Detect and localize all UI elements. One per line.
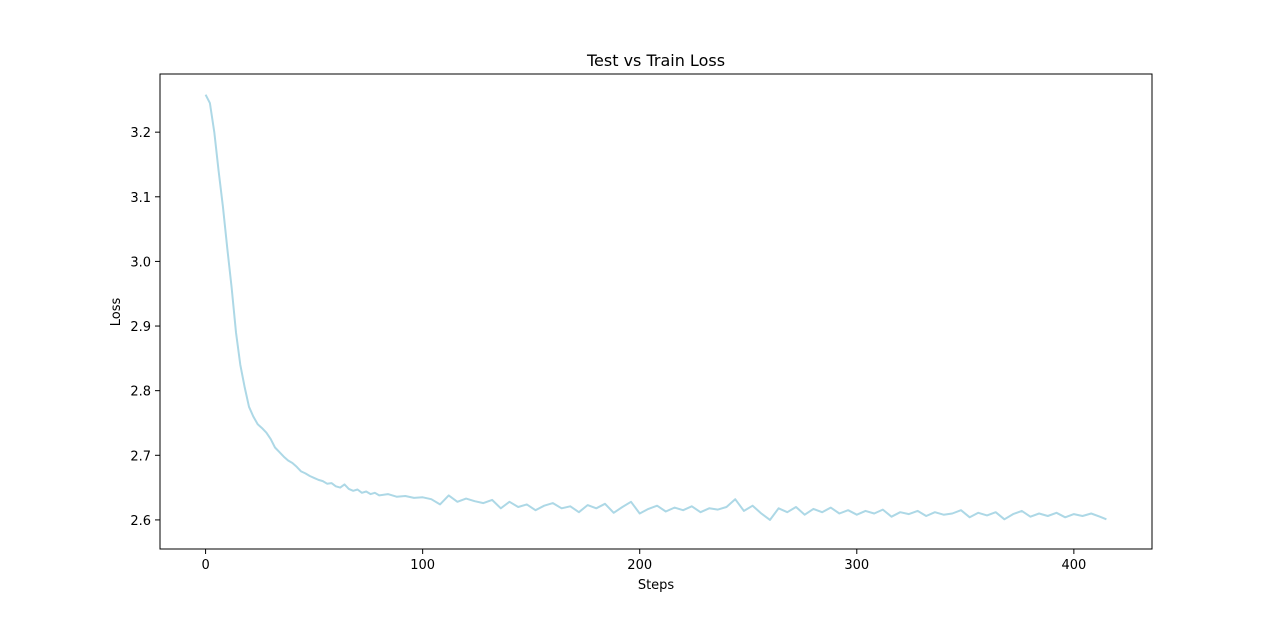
plot-area: [159, 73, 1153, 550]
y-tick-label: 3.1: [130, 191, 151, 206]
y-tick-label: 2.9: [130, 320, 151, 335]
y-axis-ticks: 2.6 2.7 2.8 2.9 3.0 3.1 3.2: [130, 126, 160, 529]
x-tick-label: 0: [201, 558, 209, 573]
x-tick-label: 100: [410, 558, 435, 573]
x-tick-label: 200: [627, 558, 652, 573]
y-tick-label: 3.2: [130, 126, 151, 141]
x-axis-title: Steps: [638, 578, 675, 593]
loss-series-line: [204, 94, 1107, 521]
y-tick-label: 2.6: [130, 514, 151, 529]
y-tick-label: 3.0: [130, 255, 151, 270]
x-tick-label: 300: [844, 558, 869, 573]
y-axis-title: Loss: [109, 298, 124, 327]
y-tick-label: 2.7: [130, 449, 151, 464]
x-tick-label: 400: [1061, 558, 1086, 573]
x-axis-ticks: 0 100 200 300 400: [201, 549, 1086, 573]
y-tick-label: 2.8: [130, 385, 151, 400]
chart-title: Test vs Train Loss: [586, 51, 725, 70]
